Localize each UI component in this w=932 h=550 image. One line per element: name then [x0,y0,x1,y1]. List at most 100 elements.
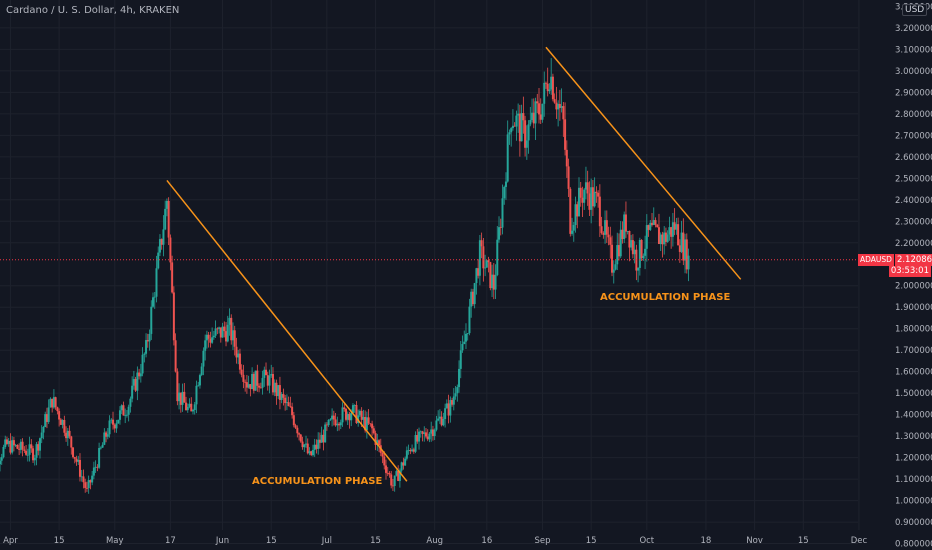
x-tick-label: Oct [639,536,654,546]
candle-body [611,244,614,273]
candle-body [179,392,182,405]
candle-body [671,222,674,237]
candle-body [139,373,142,377]
time-axis[interactable]: Apr 15 May 17 Jun 15 Jul 15 Aug 16 Sep 15 Oct 18 Nov 15… [3,536,867,546]
candle-body [649,222,652,230]
candle-body [47,407,50,422]
candle-body [263,369,266,378]
candle-body [504,181,507,187]
candle-body [496,239,499,275]
candle-body [212,335,215,338]
y-tick-label: 1.300000 [895,432,932,442]
candle-body [155,268,158,297]
candle-body [190,403,193,412]
candle-body [70,436,73,448]
price-axis[interactable]: 3.200000 3.100000 3.000000 2.900000 2.800000… [895,2,932,549]
trendline-2[interactable] [545,46,742,280]
candle-body [294,425,297,428]
candle-body [225,331,228,342]
candle-body [289,406,292,407]
candle-body [666,234,669,242]
symbol-badge: ADAUSD [858,253,894,266]
candle-body [18,448,21,450]
candle-body [38,438,41,451]
candle-body [437,418,440,421]
candle-body [656,224,659,228]
candle-body [591,187,594,207]
candle-body [4,439,7,447]
candle-body [87,480,90,489]
x-tick-label: 15 [266,536,277,546]
candle-body [249,384,252,390]
candle-body [303,444,306,448]
candle-body [134,379,137,391]
candle-body [529,119,532,125]
candle-body [661,234,664,245]
candle-body [338,423,341,426]
currency-label[interactable]: USD [902,4,928,16]
candle-body [604,220,607,235]
candle-body [645,225,648,249]
candle-body [351,405,354,413]
x-tick-label: 15 [586,536,597,546]
candle-body [141,354,144,374]
candle-body [291,406,294,416]
candle-body [311,449,314,456]
candle-body [176,371,179,402]
candle-body [143,353,146,355]
candle-body [383,456,386,466]
candle-body [171,262,174,293]
candle-body [517,113,520,116]
candle-body [105,432,108,437]
candle-body [574,204,577,226]
candle-body [214,328,217,336]
candle-body [586,182,589,194]
candle-body [237,353,240,358]
x-tick-label: 18 [701,536,712,546]
candle-body [198,375,201,386]
candle-body [308,451,311,454]
candle-body [543,82,546,104]
candle-body [402,462,405,466]
candle-body [451,400,454,405]
y-tick-label: 3.200000 [895,24,932,34]
candle-body [52,397,55,408]
candle-body [75,458,78,462]
trendline-1[interactable] [166,180,408,482]
candle-body [106,434,109,437]
candle-body [680,232,683,252]
candle-body [572,225,575,231]
candle-body [524,120,527,148]
candle-body [172,292,175,341]
candle-body [258,385,261,388]
candle-body [607,234,610,238]
candle-body [282,394,285,398]
candle-body [449,400,452,416]
candle-body [26,454,29,456]
candle-body [605,220,608,235]
candle-body [390,474,393,486]
candle-body [5,439,8,444]
candle-body [595,191,598,193]
candle-body [685,239,688,270]
candle-body [659,234,662,245]
candle-body [117,419,120,424]
candle-body [273,382,276,393]
candle-body [477,268,480,276]
candle-body [313,444,316,450]
candle-body [598,196,601,227]
candle-body [150,306,153,334]
candle-body [221,326,224,338]
y-tick-label: 1.100000 [895,475,932,485]
candle-body [331,415,334,420]
candle-body [536,101,539,104]
candle-body [456,387,459,394]
candle-body [44,414,47,428]
candle-body [531,112,534,120]
candle-body [555,102,558,110]
candle-body [428,433,431,440]
candle-body [226,324,229,342]
candle-body [532,112,535,124]
candle-body [687,255,690,270]
